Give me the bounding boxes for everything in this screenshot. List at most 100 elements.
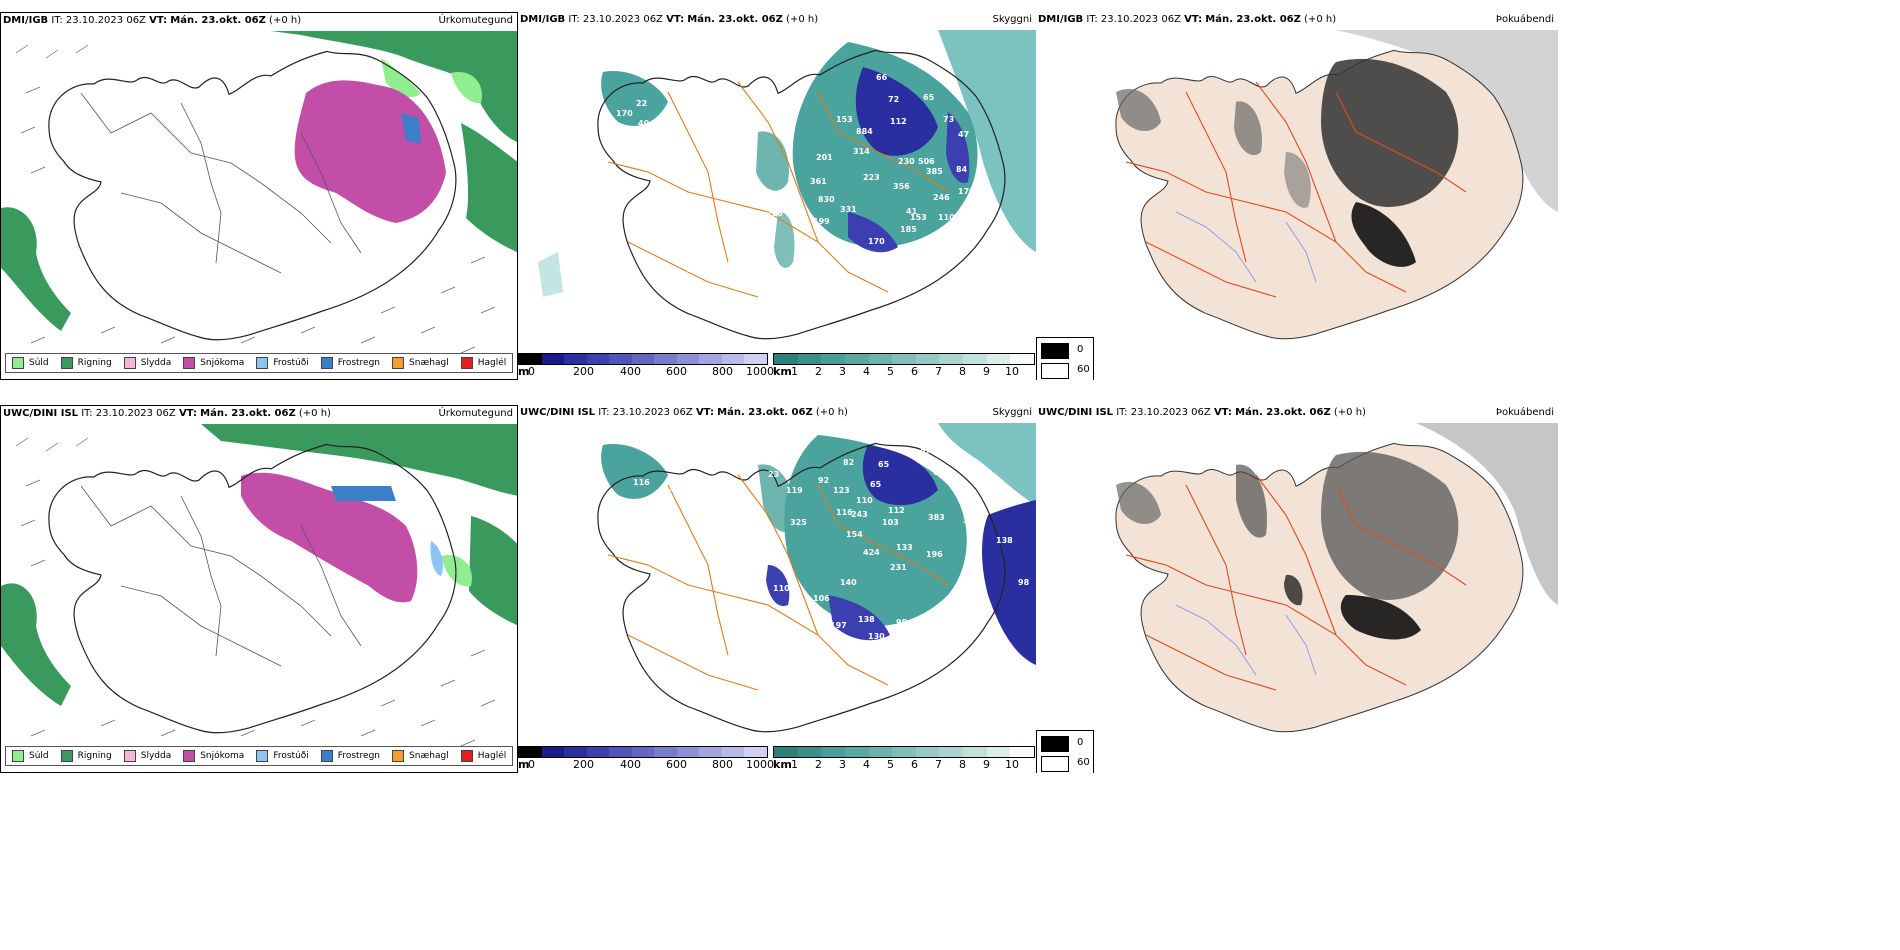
fog-key: 0 60: [1036, 730, 1094, 773]
colorbar-tick: 1000: [746, 365, 774, 378]
panel-header: DMI/IGB IT: 23.10.2023 06Z VT: Mán. 23.o…: [3, 15, 301, 26]
visibility-value-label: 325: [790, 518, 807, 527]
vt-value: Mán. 23.okt. 06Z: [717, 407, 813, 418]
legend-item: Rigning: [60, 357, 112, 369]
visibility-value-label: 383: [928, 513, 945, 522]
model-name: DMI/IGB: [520, 14, 566, 25]
lead-time: (+0 h): [815, 407, 848, 418]
colorbar-tick: 3: [839, 758, 846, 771]
colorbar-tick: 4: [863, 758, 870, 771]
legend-item: Snjókoma: [183, 750, 244, 762]
visibility-value-label: 153: [910, 213, 927, 222]
visibility-value-label: 73: [943, 115, 954, 124]
visibility-value-label: 123: [833, 486, 850, 495]
visibility-value-label: 66: [876, 73, 888, 82]
model-name: DMI/IGB: [3, 15, 49, 26]
visibility-value-label: 27: [666, 488, 677, 497]
vt-label: VT:: [666, 14, 685, 25]
visibility-value-label: 138: [858, 615, 875, 624]
fog-key-light-label: 60: [1077, 364, 1090, 375]
visibility-value-label: 65: [923, 93, 935, 102]
colorbar-tick: 10: [1005, 365, 1019, 378]
legend-swatch-snow: [183, 357, 196, 369]
visibility-value-label: 70: [686, 265, 698, 274]
visibility-value-label: 110: [856, 496, 873, 505]
vt-value: Mán. 23.okt. 06Z: [687, 14, 783, 25]
visibility-value-label: 84: [956, 165, 968, 174]
vt-label: VT:: [1213, 407, 1232, 418]
colorbar-unit: km: [773, 758, 792, 771]
it-value: 23.10.2023 06Z: [582, 14, 663, 25]
model-name: UWC/DINI ISL: [3, 408, 79, 419]
precip-map: [1, 424, 517, 747]
visibility-value-label: 65: [870, 480, 882, 489]
visibility-value-label: 223: [863, 173, 880, 182]
legend-item: Rigning: [60, 750, 112, 762]
panel-header: DMI/IGB IT: 23.10.2023 06Z VT: Mán. 23.o…: [520, 14, 818, 25]
it-value: 23.10.2023 06Z: [1100, 14, 1181, 25]
visibility-value-label: 385: [926, 167, 943, 176]
colorbar-unit: m: [518, 758, 530, 771]
visibility-map: 302 66 72 65 73 47 112 153 884 314 230 5…: [538, 30, 1036, 340]
visibility-value-label: 243: [851, 510, 868, 519]
legend-swatch-freezing-rain: [320, 750, 333, 762]
visibility-value-label: 884: [856, 127, 873, 136]
colorbar-tick: 400: [620, 758, 641, 771]
legend-swatch-hail: [460, 750, 473, 762]
panel-header: UWC/DINI ISL IT: 23.10.2023 06Z VT: Mán.…: [1038, 407, 1366, 418]
legend-swatch-freezing-drizzle: [256, 357, 269, 369]
precip-panel-dmi: DMI/IGB IT: 23.10.2023 06Z VT: Mán. 23.o…: [0, 12, 518, 380]
it-label: IT:: [1116, 407, 1128, 418]
visibility-value-label: 21: [658, 65, 670, 74]
visibility-value-label: 82: [843, 458, 854, 467]
visibility-value-label: 314: [853, 147, 870, 156]
visibility-value-label: 302: [890, 45, 907, 54]
visibility-colorbar: km 1 2 3 4 5 6 7 8 9 10: [773, 746, 1035, 772]
visibility-value-label: 47: [958, 130, 969, 139]
fog-key-dark-label: 0: [1077, 344, 1084, 355]
visibility-value-label: 199: [813, 217, 830, 226]
visibility-value-label: 140: [840, 578, 857, 587]
legend-item: Slydda: [123, 750, 171, 762]
fog-key-dark-swatch: [1041, 736, 1069, 752]
visibility-value-label: 197: [830, 621, 847, 630]
legend-swatch-snow-pellets: [392, 750, 405, 762]
visibility-value-label: 40: [638, 119, 650, 128]
it-value: 23.10.2023 06Z: [1130, 407, 1211, 418]
lead-time: (+0 h): [1333, 407, 1366, 418]
visibility-value-label: 55: [976, 513, 988, 522]
visibility-value-label: 116: [836, 508, 853, 517]
model-name: UWC/DINI ISL: [1038, 407, 1114, 418]
visibility-value-label: 23: [768, 470, 779, 479]
legend-swatch-sleet: [123, 750, 136, 762]
panel-header: DMI/IGB IT: 23.10.2023 06Z VT: Mán. 23.o…: [1038, 14, 1336, 25]
lead-time: (+0 h): [786, 14, 819, 25]
fog-key-light-label: 60: [1077, 757, 1090, 768]
colorbar-strip: [518, 353, 768, 365]
precip-legend: Súld Rigning Slydda Snjókoma Frostúði Fr…: [5, 746, 514, 766]
precip-map: [1, 31, 517, 354]
colorbar-tick: 2: [815, 758, 822, 771]
legend-item: Snæhagl: [392, 750, 449, 762]
it-value: 23.10.2023 06Z: [65, 15, 146, 26]
visibility-value-label: 133: [896, 543, 913, 552]
it-label: IT:: [81, 408, 93, 419]
vt-value: Mán. 23.okt. 06Z: [1205, 14, 1301, 25]
colorbar-tick: 8: [959, 365, 966, 378]
vt-label: VT:: [1184, 14, 1203, 25]
panel-header: UWC/DINI ISL IT: 23.10.2023 06Z VT: Mán.…: [520, 407, 848, 418]
fog-key: 0 60: [1036, 337, 1094, 380]
visibility-value-label: 231: [890, 563, 907, 572]
legend-swatch-freezing-drizzle: [256, 750, 269, 762]
lead-time: (+0 h): [269, 15, 302, 26]
it-value: 23.10.2023 06Z: [95, 408, 176, 419]
visibility-value-label: 201: [816, 153, 833, 162]
visibility-value-label: 116: [633, 478, 650, 487]
vt-label: VT:: [149, 15, 168, 26]
visibility-value-label: 153: [836, 115, 853, 124]
fog-panel-dmi: DMI/IGB IT: 23.10.2023 06Z VT: Mán. 23.o…: [1036, 12, 1558, 380]
visibility-value-label: 138: [996, 536, 1013, 545]
visibility-value-label: 361: [810, 177, 827, 186]
legend-swatch-drizzle: [12, 750, 24, 762]
legend-item: Frostregn: [320, 750, 380, 762]
